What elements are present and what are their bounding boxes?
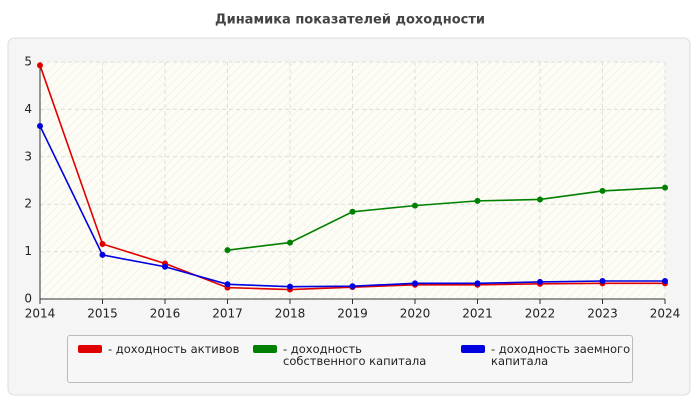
legend-label: - доходность собственного капитала	[283, 342, 427, 368]
x-tick-label: 2022	[525, 307, 556, 321]
point	[412, 202, 418, 209]
x-tick-label: 2020	[400, 307, 431, 321]
chart-title: Динамика показателей доходности	[215, 13, 485, 28]
point	[474, 197, 481, 204]
point	[162, 263, 168, 270]
legend-label: - доходность активов	[108, 342, 240, 356]
point	[287, 283, 293, 290]
x-tick-label: 2024	[650, 307, 681, 321]
y-tick-label: 1	[24, 244, 32, 258]
point	[599, 277, 606, 284]
point	[599, 187, 606, 194]
point	[537, 278, 543, 285]
x-tick-label: 2018	[275, 307, 306, 321]
legend-swatch	[461, 345, 485, 353]
y-tick-label: 4	[24, 102, 32, 116]
point	[662, 277, 668, 284]
legend-swatch	[78, 345, 102, 353]
point	[349, 208, 356, 215]
point	[37, 62, 43, 69]
y-tick-label: 3	[24, 149, 32, 163]
legend-item: - доходность заемного капитала	[461, 343, 641, 367]
x-tick-label: 2023	[587, 307, 618, 321]
point	[99, 251, 106, 258]
x-tick-label: 2015	[87, 307, 118, 321]
x-tick-label: 2014	[25, 307, 56, 321]
point	[474, 280, 481, 287]
point	[537, 196, 543, 203]
y-tick-label: 5	[24, 55, 32, 69]
point	[349, 283, 356, 290]
point	[99, 241, 106, 248]
x-tick-label: 2017	[212, 307, 243, 321]
point	[287, 239, 293, 246]
point	[662, 184, 668, 191]
point	[224, 281, 231, 288]
legend: - доходность активов - доходность собстве…	[67, 335, 633, 383]
point	[412, 280, 418, 287]
series-line	[227, 186, 666, 251]
x-tick-label: 2016	[150, 307, 181, 321]
legend-item: - доходность собственного капитала	[253, 343, 433, 367]
y-tick-label: 2	[24, 197, 32, 211]
x-tick-label: 2019	[337, 307, 368, 321]
point	[224, 247, 231, 254]
y-tick-label: 0	[24, 292, 32, 306]
legend-swatch	[253, 345, 277, 353]
x-tick-label: 2021	[462, 307, 493, 321]
legend-item: - доходность активов	[78, 343, 258, 355]
legend-label: - доходность заемного капитала	[491, 342, 631, 368]
point	[37, 122, 43, 129]
